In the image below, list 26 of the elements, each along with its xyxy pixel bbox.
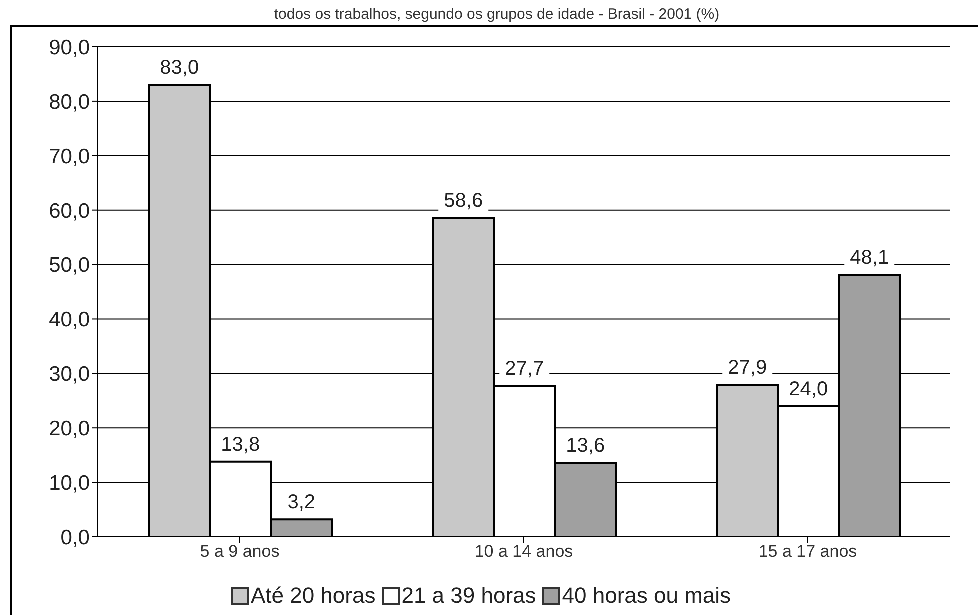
y-tick-label: 0,0 xyxy=(60,526,90,550)
data-label: 27,7 xyxy=(505,358,544,380)
x-tick-label: 15 a 17 anos xyxy=(758,542,858,562)
legend-label: Até 20 horas xyxy=(250,583,376,609)
legend-label: 40 horas ou mais xyxy=(561,583,732,609)
data-label: 83,0 xyxy=(160,57,200,80)
data-label: 48,1 xyxy=(850,247,890,270)
data-label: 3,2 xyxy=(288,492,316,514)
x-tick-label: 5 a 9 anos xyxy=(200,542,280,562)
y-tick-label: 80,0 xyxy=(49,90,90,114)
y-tick-label: 60,0 xyxy=(49,200,90,223)
y-tick-label: 70,0 xyxy=(49,145,90,168)
data-label: 24,0 xyxy=(789,378,828,400)
data-label: 13,8 xyxy=(221,434,260,456)
x-tick-label: 10 a 14 anos xyxy=(474,542,574,562)
text: 21 a 39 horas xyxy=(400,583,536,609)
data-label: 58,6 xyxy=(444,190,484,212)
chart-title: todos os trabalhos, segundo os grupos de idade - Brasil - 2001 (%) xyxy=(273,6,721,23)
y-tick-label: 10,0 xyxy=(49,472,90,496)
y-tick-label: 30,0 xyxy=(49,363,90,386)
data-label: 27,9 xyxy=(728,357,768,380)
data-label: 13,6 xyxy=(566,434,606,457)
y-tick-label: 50,0 xyxy=(49,254,90,278)
y-tick-label: 20,0 xyxy=(49,418,90,441)
y-tick-label: 90,0 xyxy=(49,36,90,60)
y-tick-label: 40,0 xyxy=(49,308,90,332)
